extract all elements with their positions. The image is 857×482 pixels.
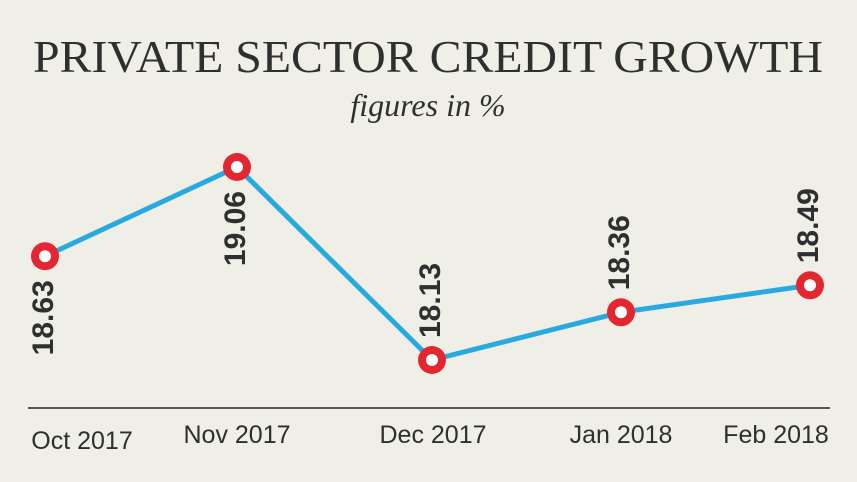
x-tick-label: Nov 2017: [183, 421, 290, 449]
marker-center: [804, 279, 816, 292]
data-label: 18.36: [603, 215, 636, 290]
x-tick-label: Oct 2017: [31, 427, 132, 455]
x-tick-label: Feb 2018: [723, 421, 829, 449]
x-tick-label: Jan 2018: [570, 421, 673, 449]
chart-title: PRIVATE SECTOR CREDIT GROWTH: [33, 31, 823, 82]
data-label: 18.49: [792, 188, 825, 263]
marker-center: [426, 354, 438, 366]
x-tick-label: Dec 2017: [379, 421, 486, 449]
marker-center: [615, 306, 627, 319]
marker-center: [231, 161, 243, 173]
marker-center: [39, 250, 51, 263]
data-label: 18.13: [414, 263, 447, 338]
data-label: 18.63: [27, 280, 60, 355]
chart-subtitle: figures in %: [350, 87, 505, 123]
data-label: 19.06: [219, 191, 252, 266]
